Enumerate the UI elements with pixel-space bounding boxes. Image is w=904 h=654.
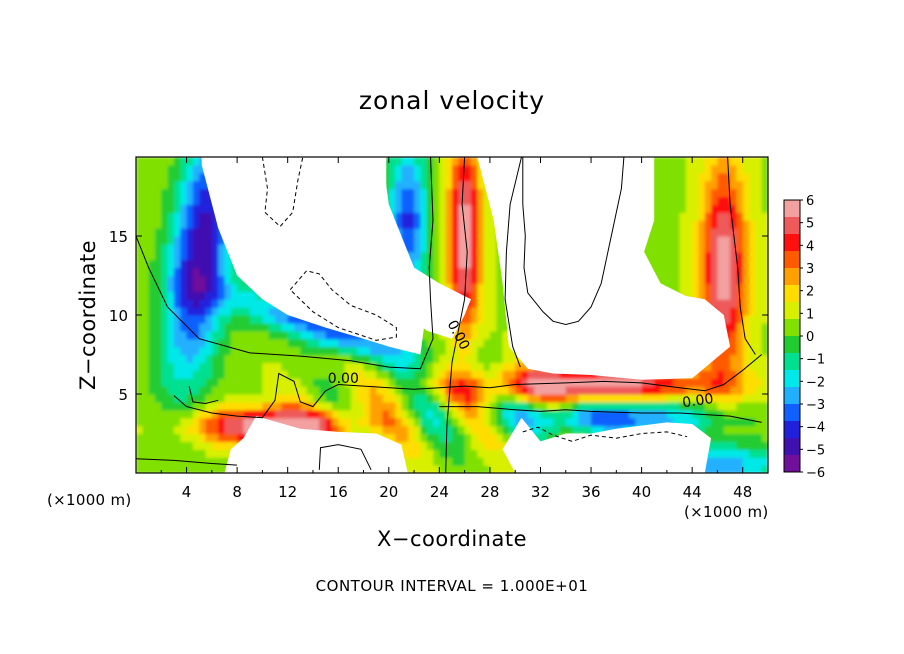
colorbar-swatch <box>784 455 800 473</box>
x-tick-label: 20 <box>379 483 398 501</box>
white-regions <box>199 157 731 473</box>
x-tick-label: 28 <box>480 483 499 501</box>
x-tick-label: 8 <box>232 483 242 501</box>
contour-line-4 <box>439 406 762 423</box>
contour-line-5 <box>727 157 756 355</box>
contour-line-6 <box>445 157 468 473</box>
colorbar-tick-label: −4 <box>806 421 825 436</box>
contour-value-label: 0.00 <box>681 391 714 411</box>
colorbar-tick-label: −3 <box>806 398 825 413</box>
colorbar-swatch <box>784 353 800 371</box>
contour-line-8 <box>522 157 625 326</box>
y-tick-label: 5 <box>118 386 128 404</box>
x-tick-label: 44 <box>683 483 702 501</box>
colorbar-swatch <box>784 421 800 439</box>
colorbar-swatch <box>784 200 800 218</box>
x-unit-label-right: (×1000 m) <box>684 503 769 521</box>
contour-line-0 <box>136 157 434 370</box>
contour-line-negative-2 <box>522 426 688 442</box>
x-tick-label: 48 <box>733 483 752 501</box>
x-tick-label: 24 <box>430 483 449 501</box>
colorbar-swatch <box>784 302 800 320</box>
x-tick-label: 4 <box>182 483 192 501</box>
x-axis-label: X−coordinate <box>377 527 527 551</box>
contour-line-negative-0 <box>261 157 304 228</box>
colorbar-swatch <box>784 404 800 422</box>
contour-line-7 <box>504 157 522 368</box>
colorbar-swatch <box>784 251 800 269</box>
plot-area: 0.000.000.00 <box>136 157 768 473</box>
contour-line-3 <box>489 354 763 392</box>
y-axis-label: Z−coordinate <box>76 240 100 390</box>
colorbar-swatch <box>784 268 800 286</box>
y-tick-label: 10 <box>109 307 128 325</box>
colorbar-tick-label: −5 <box>806 443 825 458</box>
colorbar-swatch <box>784 234 800 252</box>
colorbar: 6 5 4 3 2 1 0 −1 −2 −3 −4 −5 −6 <box>783 194 825 481</box>
contour-line-9 <box>188 385 219 405</box>
colorbar-tick-label: −1 <box>806 353 825 368</box>
colorbar-swatch <box>784 370 800 388</box>
contour-line-2 <box>173 372 490 419</box>
chart-title: zonal velocity <box>358 86 546 115</box>
colorbar-tick-label: −2 <box>806 375 825 390</box>
colorbar-tick-label: 2 <box>806 285 814 300</box>
colorbar-tick-label: 1 <box>806 307 814 322</box>
white-region-lower-left <box>224 416 408 473</box>
x-tick-label: 32 <box>531 483 550 501</box>
contour-line-negative-1 <box>289 270 397 341</box>
colorbar-tick-label: 4 <box>806 239 814 254</box>
colorbar-tick-label: 0 <box>806 330 814 345</box>
contour-line-10 <box>318 444 372 471</box>
white-region-upper-main <box>201 157 427 355</box>
colorbar-swatch <box>784 319 800 337</box>
x-tick-label: 36 <box>581 483 600 501</box>
colorbar-swatch <box>784 217 800 235</box>
white-region-upper-right <box>477 157 731 380</box>
colorbar-swatch <box>784 285 800 303</box>
contour-interval-note: CONTOUR INTERVAL = 1.000E+01 <box>315 577 589 595</box>
colorbar-tick-label: 5 <box>806 217 814 232</box>
x-unit-label-left: (×1000 m) <box>47 491 132 509</box>
x-tick-label: 40 <box>632 483 651 501</box>
colorbar-swatch <box>784 438 800 456</box>
colorbar-tick-label: −6 <box>806 466 825 481</box>
x-tick-label: 12 <box>278 483 297 501</box>
x-tick-label: 16 <box>329 483 348 501</box>
white-region-lower-right <box>502 417 712 473</box>
contour-line-1 <box>136 458 238 466</box>
colorbar-tick-label: 3 <box>806 262 814 277</box>
y-tick-label: 15 <box>109 228 128 246</box>
contour-lines <box>136 157 763 473</box>
contour-value-label: 0.00 <box>328 371 359 387</box>
colorbar-tick-label: 6 <box>806 194 814 209</box>
colorbar-swatch <box>784 387 800 405</box>
colorbar-swatch <box>784 336 800 354</box>
